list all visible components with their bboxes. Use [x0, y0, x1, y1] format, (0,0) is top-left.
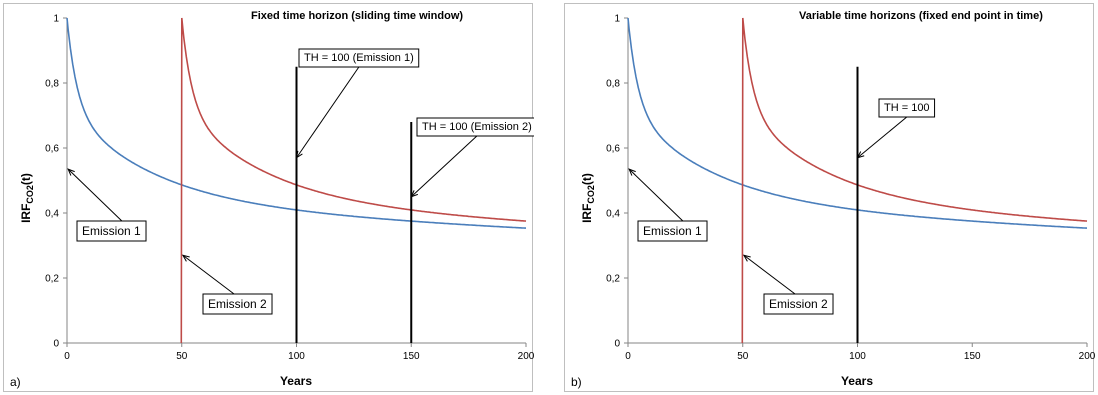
y-tick-label: 0,8: [45, 79, 59, 90]
x-tick-label: 0: [64, 351, 70, 362]
chart-panel-a: a) Fixed time horizon (sliding time wind…: [3, 3, 534, 392]
panel-label: b): [571, 375, 582, 389]
x-tick-label: 50: [176, 351, 188, 362]
y-axis-title-main: IRF: [19, 204, 33, 223]
svg-text:IRFCO2(t): IRFCO2(t): [580, 173, 596, 223]
series-line-emission-2: [741, 17, 1088, 344]
x-tick-label: 200: [518, 351, 534, 362]
x-tick-label: 100: [288, 351, 305, 362]
emission-2-arrow-shaft: [743, 254, 796, 295]
emission-2-arrow-head: [181, 254, 190, 262]
time-horizon-label-text: TH = 100 (Emission 1): [304, 52, 414, 64]
y-axis-title-tail: (t): [19, 173, 33, 185]
y-tick-label: 1: [53, 14, 59, 25]
time-horizon-label-text: TH = 100: [884, 102, 930, 114]
x-tick-label: 150: [403, 351, 420, 362]
chart-panel-b: b) Variable time horizons (fixed end poi…: [564, 3, 1095, 392]
time-horizon-arrow-head: [410, 190, 419, 198]
x-tick-label: 100: [849, 351, 866, 362]
y-axis-title-main: IRF: [580, 204, 594, 223]
y-axis-title-sub: CO2: [25, 185, 35, 204]
emission-2-label-box: [202, 293, 273, 315]
emission-1-arrow-head: [67, 168, 75, 176]
emission-1-arrow-head: [628, 168, 636, 176]
emission-1-label-box: [637, 220, 708, 242]
emission-1-label-text: Emission 1: [643, 224, 702, 238]
y-tick-label: 0: [53, 339, 59, 350]
y-tick-label: 0,4: [606, 209, 620, 220]
chart-title: Fixed time horizon (sliding time window): [251, 10, 463, 22]
plot-area: 0 0,2 0,4 0,6 0,8 1 0 50 100 150 200 TH = 100 Emissi…: [606, 14, 1095, 363]
plot-area: 0 0,2 0,4 0,6 0,8 1 0 50 100 150 200 TH = 100 (Emis…: [45, 14, 534, 362]
time-horizon-label-text: TH = 100 (Emission 2): [422, 121, 532, 133]
y-axis-title-sub: CO2: [586, 185, 596, 204]
time-horizon-arrow-head: [856, 151, 865, 159]
panel-label: a): [10, 375, 21, 389]
y-tick-label: 1: [614, 14, 620, 25]
emission-1-label-text: Emission 1: [82, 224, 141, 238]
y-axis-title: IRFCO2(t): [580, 173, 596, 223]
x-axis-title: Years: [280, 374, 312, 388]
y-tick-label: 0: [614, 339, 620, 350]
chart-svg-b: b) Variable time horizons (fixed end poi…: [571, 10, 1095, 389]
time-horizon-arrow-shaft: [857, 116, 908, 159]
x-tick-label: 150: [964, 351, 981, 362]
time-horizon-arrow-shaft: [410, 135, 478, 198]
x-tick-label: 0: [625, 351, 631, 362]
x-axis-title: Years: [841, 374, 873, 388]
y-axis-title: IRFCO2(t): [19, 173, 35, 223]
time-horizon-arrow-head: [295, 150, 303, 159]
emission-2-arrow-shaft: [182, 254, 235, 295]
y-tick-label: 0,4: [45, 209, 59, 220]
emission-2-arrow-head: [742, 254, 751, 262]
y-tick-label: 0,6: [606, 144, 620, 155]
y-axis-title-tail: (t): [580, 173, 594, 185]
x-tick-label: 50: [737, 351, 749, 362]
y-tick-label: 0,2: [606, 274, 620, 285]
y-tick-label: 0,8: [606, 79, 620, 90]
chart-title: Variable time horizons (fixed end point …: [799, 10, 1043, 22]
emission-1-arrow-shaft: [628, 168, 684, 222]
y-tick-label: 0,6: [45, 144, 59, 155]
emission-1-arrow-shaft: [67, 168, 123, 222]
time-horizon-arrow-shaft: [296, 66, 360, 159]
series-line-emission-2: [180, 17, 527, 344]
svg-text:IRFCO2(t): IRFCO2(t): [19, 173, 35, 223]
emission-1-label-box: [76, 220, 147, 242]
x-tick-label: 200: [1079, 351, 1095, 362]
emission-2-label-box: [763, 293, 834, 315]
y-tick-label: 0,2: [45, 274, 59, 285]
chart-svg-a: a) Fixed time horizon (sliding time wind…: [10, 10, 534, 389]
emission-2-label-text: Emission 2: [769, 297, 828, 311]
emission-2-label-text: Emission 2: [208, 297, 267, 311]
